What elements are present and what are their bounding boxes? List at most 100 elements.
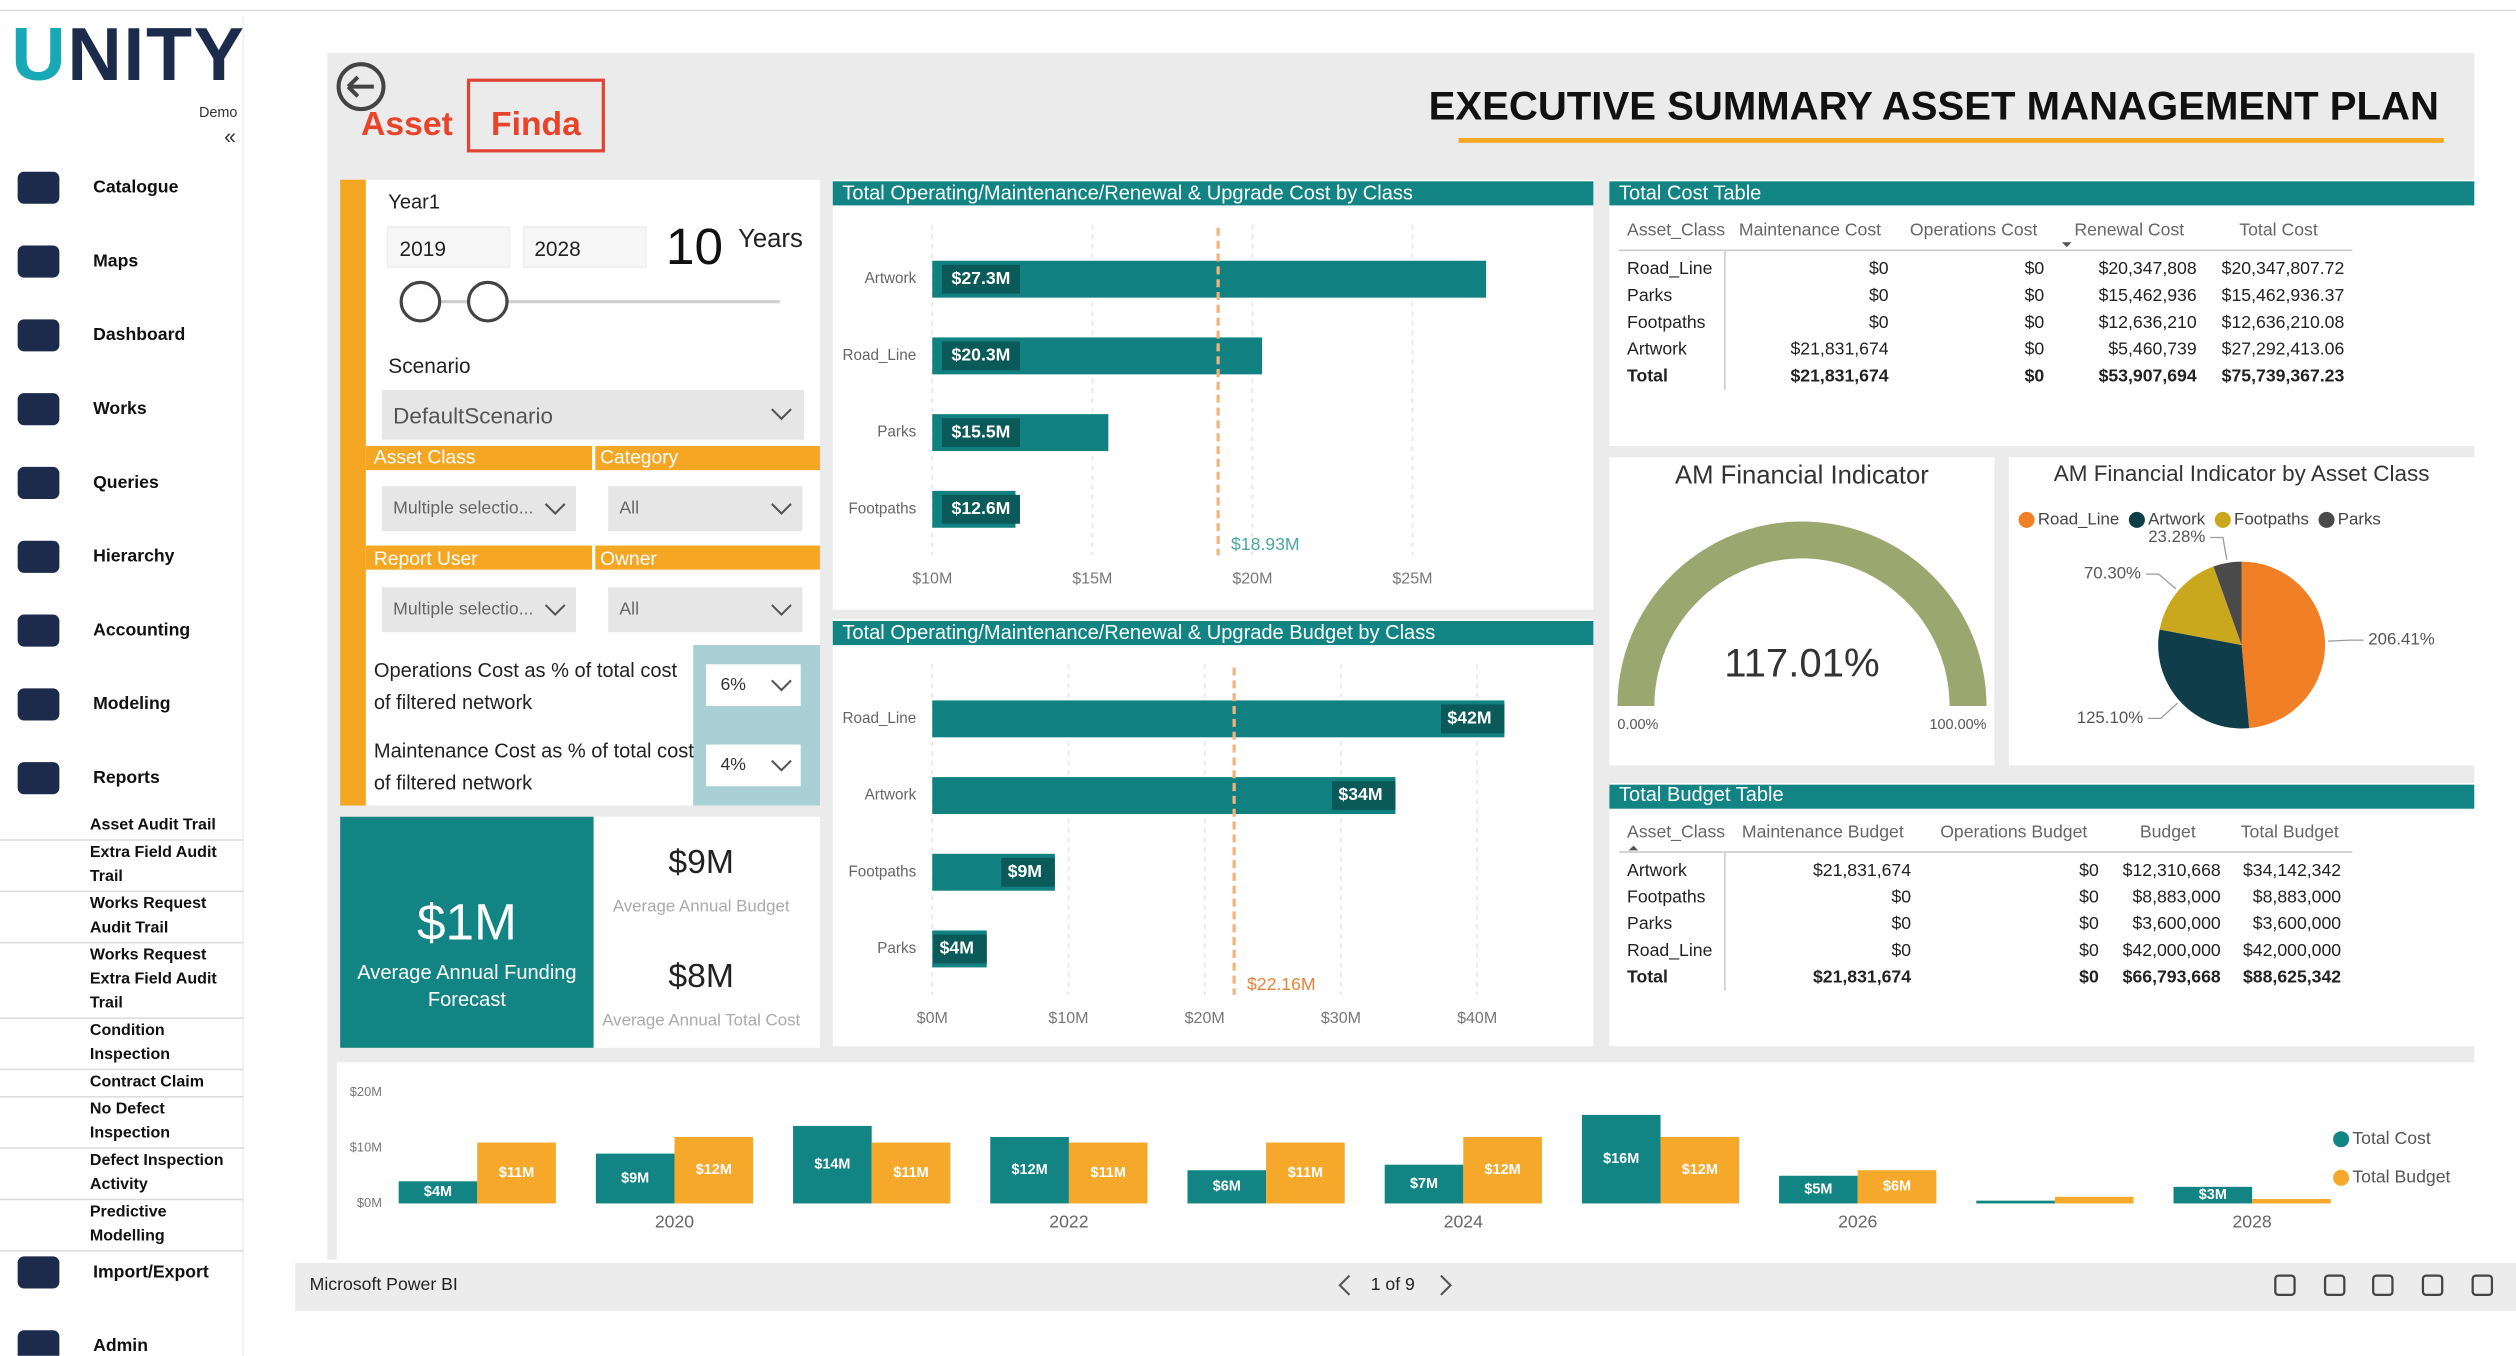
chevron[interactable] [1440, 1274, 1453, 1296]
chart-title-bar [832, 620, 1594, 646]
value-label: $12M [696, 1162, 732, 1178]
legend-label: Artwork [2148, 509, 2206, 528]
year-start-input[interactable] [386, 226, 511, 268]
slicer-dropdown[interactable] [608, 486, 803, 532]
collapse-toggle[interactable]: « [224, 124, 236, 149]
pie-slice [2158, 629, 2250, 729]
value-label: $11M [1091, 1165, 1126, 1181]
back-button[interactable] [336, 62, 386, 112]
menu-item[interactable]: Maps [93, 251, 139, 272]
submenu-item[interactable]: Extra Field Audit Trail [0, 841, 244, 893]
table-cell: $15,462,936 [2099, 285, 2197, 305]
legend-marker [2214, 511, 2231, 528]
chevron[interactable] [771, 679, 792, 692]
submenu-item[interactable]: Works Request Extra Field Audit Trail [0, 944, 244, 1019]
table-cell: $5,460,739 [2108, 339, 2196, 359]
reports-submenu: Asset Audit Trail Extra Field Audit Trail… [0, 814, 244, 1252]
submenu-item[interactable]: Works Request Audit Trail [0, 892, 244, 944]
slicer-value[interactable]: All [619, 499, 640, 519]
filter-label: Scenario [388, 353, 471, 378]
year-end[interactable]: 2028 [534, 236, 581, 261]
gauge-tick-label: 100.00% [1929, 717, 1986, 733]
slicer-dropdown[interactable] [608, 587, 803, 633]
share-icon[interactable] [2421, 1274, 2444, 1297]
kpi-card [340, 816, 594, 1048]
share-icon[interactable] [2471, 1274, 2494, 1297]
year-start[interactable]: 2019 [399, 236, 446, 261]
chevron[interactable] [771, 408, 792, 421]
slicer-value[interactable]: All [619, 600, 640, 620]
menu-item[interactable]: Hierarchy [93, 547, 175, 567]
menu-item[interactable]: Queries [93, 473, 159, 493]
y-tick-label: $0M [357, 1195, 382, 1210]
menu-item[interactable]: Reports [93, 768, 160, 788]
share-icon[interactable] [2372, 1274, 2394, 1297]
submenu-item[interactable]: No Defect Inspection [0, 1098, 244, 1149]
chevron[interactable] [771, 604, 792, 617]
label-background [941, 494, 1020, 524]
menu-icon [17, 1256, 60, 1289]
menu-icon [17, 393, 60, 426]
label-background [941, 341, 1020, 371]
kpi-value: $1M [416, 892, 517, 951]
menu-item[interactable]: Works [93, 399, 147, 419]
menu-item[interactable]: Catalogue [93, 178, 179, 198]
chevron[interactable] [1338, 1274, 1351, 1296]
value-label: $15.5M [952, 421, 1011, 441]
bar [871, 1142, 951, 1204]
bar [674, 1137, 754, 1204]
slider-handle[interactable] [399, 280, 442, 323]
table-cell: $88,625,342 [2243, 966, 2341, 986]
logo-text: Finda [491, 105, 581, 143]
dropdown-value[interactable]: DefaultScenario [393, 402, 553, 429]
x-tick-label: 2022 [1049, 1211, 1088, 1231]
table-cell: $21,831,674 [1813, 860, 1911, 880]
submenu-item[interactable]: Predictive Modelling [0, 1200, 244, 1252]
slicer-value[interactable]: Multiple selectio... [393, 600, 534, 620]
parameter-value[interactable]: 4% [720, 755, 746, 776]
column-header: Total Budget [2241, 821, 2339, 841]
value-label: $5M [1804, 1181, 1832, 1197]
value-label: $12.6M [952, 498, 1011, 518]
legend-label: Road_Line [2038, 509, 2119, 528]
table-cell: Road_Line [1627, 258, 1713, 279]
table-cell: $3,600,000 [2132, 913, 2220, 933]
submenu-item[interactable]: Condition Inspection [0, 1019, 244, 1071]
table-cell: $0 [2079, 913, 2099, 933]
slider-handle[interactable] [466, 280, 509, 323]
share-icon[interactable] [2274, 1274, 2296, 1297]
bar [793, 1125, 872, 1204]
filter-label: Year1 [388, 190, 441, 214]
chevron[interactable] [544, 503, 566, 515]
menu-item[interactable]: Modeling [93, 694, 171, 715]
share-icon[interactable] [2323, 1274, 2346, 1297]
table-panel [1609, 783, 2475, 1047]
chevron[interactable] [544, 604, 566, 617]
category-label: Road_Line [843, 710, 917, 727]
menu-item[interactable]: Dashboard [93, 325, 186, 345]
gauge-tick-label: 0.00% [1617, 717, 1658, 733]
slicer-value[interactable]: Multiple selectio... [393, 499, 534, 519]
chevron[interactable] [771, 759, 792, 772]
scenario-dropdown[interactable] [381, 389, 804, 440]
slicer-dropdown[interactable] [381, 486, 577, 532]
menu-item[interactable]: Accounting [93, 620, 191, 641]
table-cell: $42,000,000 [2243, 940, 2341, 960]
submenu-item[interactable]: Asset Audit Trail [0, 814, 244, 841]
submenu-item[interactable]: Contract Claim [0, 1070, 244, 1098]
column-header: Budget [2140, 821, 2196, 841]
menu-item[interactable]: Admin [93, 1336, 148, 1356]
table-cell: $0 [2079, 940, 2099, 960]
parameter-value[interactable]: 6% [720, 675, 746, 695]
value-label: $7M [1410, 1176, 1438, 1192]
slicer-dropdown[interactable] [381, 587, 577, 633]
chart-panel [832, 179, 1594, 610]
submenu-item[interactable]: Defect Inspection Activity [0, 1149, 244, 1201]
chevron[interactable] [771, 503, 792, 515]
menu-item[interactable]: Import/Export [93, 1262, 209, 1283]
x-tick-label: $20M [1185, 1009, 1225, 1027]
year-end-input[interactable] [523, 226, 647, 268]
menu-icon [17, 1330, 60, 1356]
bar [932, 700, 1505, 738]
